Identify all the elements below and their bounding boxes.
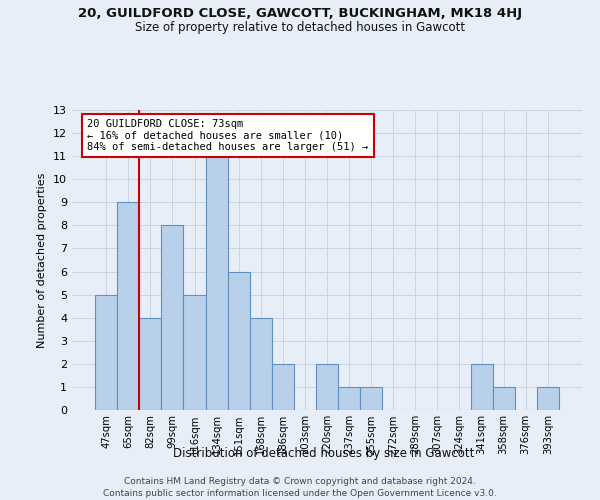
Bar [227, 272, 250, 410]
Bar [537, 387, 559, 410]
Bar [272, 364, 294, 410]
Bar [250, 318, 272, 410]
Bar [470, 364, 493, 410]
Text: Contains HM Land Registry data © Crown copyright and database right 2024.: Contains HM Land Registry data © Crown c… [124, 478, 476, 486]
Text: Distribution of detached houses by size in Gawcott: Distribution of detached houses by size … [173, 448, 475, 460]
Bar [206, 156, 227, 410]
Bar [117, 202, 139, 410]
Bar [493, 387, 515, 410]
Bar [161, 226, 184, 410]
Text: Size of property relative to detached houses in Gawcott: Size of property relative to detached ho… [135, 21, 465, 34]
Bar [316, 364, 338, 410]
Text: 20, GUILDFORD CLOSE, GAWCOTT, BUCKINGHAM, MK18 4HJ: 20, GUILDFORD CLOSE, GAWCOTT, BUCKINGHAM… [78, 8, 522, 20]
Bar [139, 318, 161, 410]
Bar [184, 294, 206, 410]
Text: 20 GUILDFORD CLOSE: 73sqm
← 16% of detached houses are smaller (10)
84% of semi-: 20 GUILDFORD CLOSE: 73sqm ← 16% of detac… [88, 119, 368, 152]
Bar [338, 387, 360, 410]
Y-axis label: Number of detached properties: Number of detached properties [37, 172, 47, 348]
Text: Contains public sector information licensed under the Open Government Licence v3: Contains public sector information licen… [103, 489, 497, 498]
Bar [360, 387, 382, 410]
Bar [95, 294, 117, 410]
